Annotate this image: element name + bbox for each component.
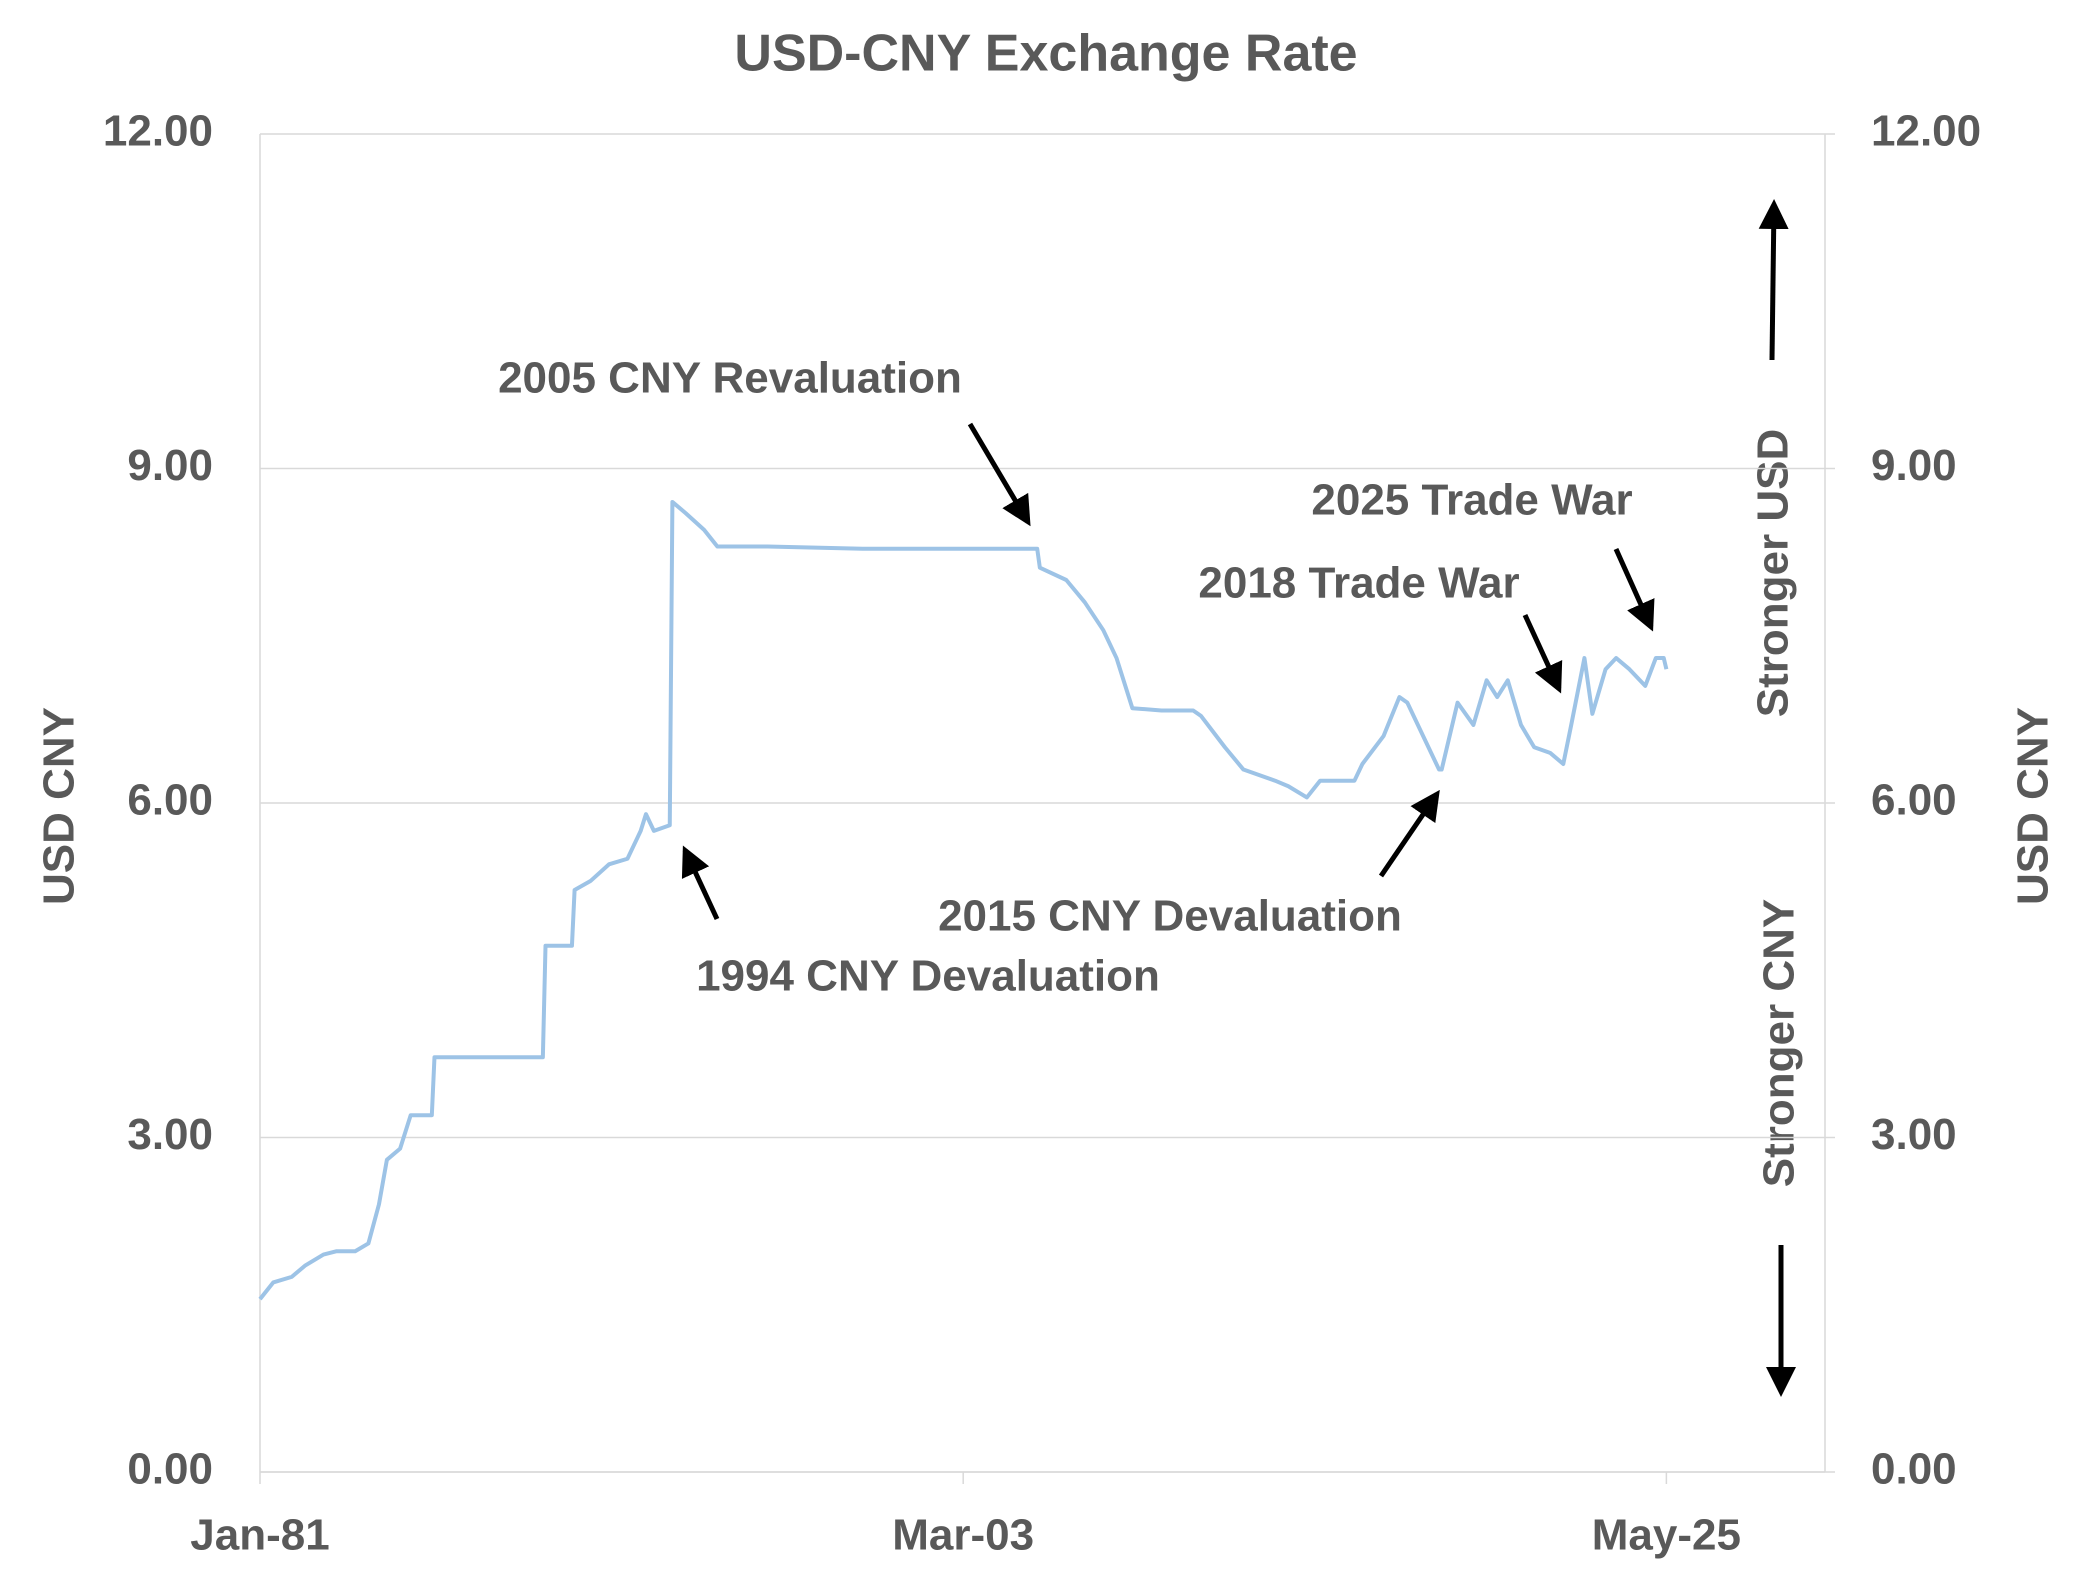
- y-tick-label: 12.00: [103, 107, 213, 156]
- arrow: [967, 422, 1031, 527]
- arrow: [1522, 613, 1563, 694]
- y-tick-label: 9.00: [127, 441, 213, 490]
- chart-title: USD-CNY Exchange Rate: [734, 25, 1357, 83]
- arrow: [681, 845, 720, 921]
- y2-tick-label: 0.00: [1871, 1445, 1957, 1494]
- annotation: 2018 Trade War: [1198, 559, 1519, 608]
- arrow: [1758, 199, 1789, 361]
- y2-tick-label: 3.00: [1871, 1110, 1957, 1159]
- y2-tick-label: 12.00: [1871, 107, 1981, 156]
- x-tick-label: May-25: [1592, 1511, 1741, 1560]
- x-tick-label: Mar-03: [892, 1511, 1034, 1560]
- annotation: Stronger CNY: [1755, 899, 1804, 1187]
- y-tick-label: 6.00: [127, 776, 213, 825]
- annotation: 2005 CNY Revaluation: [498, 354, 962, 403]
- y2-axis-title: USD CNY: [2009, 707, 2058, 905]
- arrows: [681, 199, 1796, 1397]
- y2-tick-label: 6.00: [1871, 776, 1957, 825]
- data-line: [258, 499, 1669, 1301]
- annotation: 2025 Trade War: [1311, 476, 1632, 525]
- y-tick-label: 0.00: [127, 1445, 213, 1494]
- y2-tick-label: 9.00: [1871, 441, 1957, 490]
- annotation: Stronger USD: [1749, 429, 1798, 717]
- y-axis-title: USD CNY: [35, 707, 84, 905]
- arrow: [1613, 547, 1655, 632]
- y-tick-label: 3.00: [127, 1110, 213, 1159]
- annotation: 1994 CNY Devaluation: [696, 952, 1160, 1001]
- x-tick-label: Jan-81: [190, 1511, 329, 1560]
- arrow: [1378, 789, 1440, 878]
- annotation: 2015 CNY Devaluation: [938, 892, 1402, 941]
